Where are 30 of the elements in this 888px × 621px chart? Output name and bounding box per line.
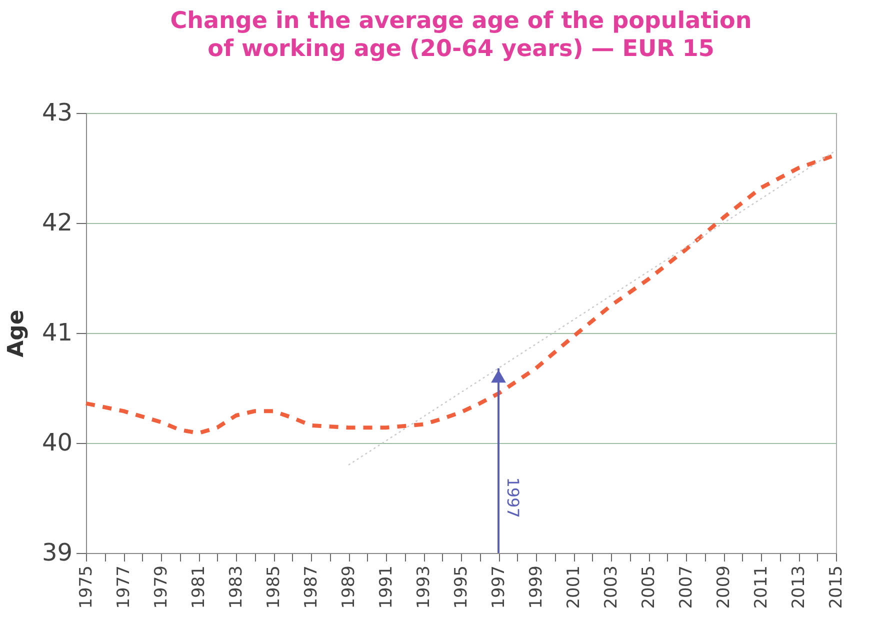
x-tick-label: 1999	[526, 566, 546, 609]
x-tick-label: 1975	[76, 566, 96, 609]
x-tick-label: 1979	[152, 566, 172, 609]
ref-line-label: 1997	[504, 477, 522, 518]
x-tick-label: 1995	[452, 566, 472, 609]
y-tick-label: 42	[42, 208, 72, 236]
x-tick-label: 2009	[714, 566, 734, 609]
x-tick-label: 1981	[189, 566, 209, 609]
y-tick-label: 41	[42, 318, 72, 346]
x-tick-label: 1989	[339, 566, 359, 609]
y-axis-title: Age	[4, 310, 29, 358]
y-tick-label: 40	[42, 428, 72, 456]
x-tick-label: 1991	[376, 566, 396, 609]
x-tick-label: 2001	[564, 566, 584, 609]
x-tick-label: 1987	[302, 566, 322, 609]
x-tick-label: 1997	[489, 566, 509, 609]
x-tick-label: 1977	[114, 566, 134, 609]
x-tick-label: 2011	[752, 566, 772, 609]
text: of working age (20-64 years) — EUR 15	[208, 36, 714, 62]
x-tick-label: 2007	[676, 566, 696, 609]
x-tick-label: 2005	[639, 566, 659, 609]
x-tick-label: 1985	[264, 566, 284, 609]
text: Change in the average age of the population	[170, 8, 752, 34]
y-tick-label: 39	[42, 538, 72, 566]
x-tick-label: 1993	[414, 566, 434, 609]
y-tick-label: 43	[42, 98, 72, 126]
x-tick-label: 2013	[789, 566, 809, 609]
x-tick-label: 2003	[602, 566, 622, 609]
x-tick-label: 2015	[826, 566, 846, 609]
x-tick-label: 1983	[226, 566, 246, 609]
